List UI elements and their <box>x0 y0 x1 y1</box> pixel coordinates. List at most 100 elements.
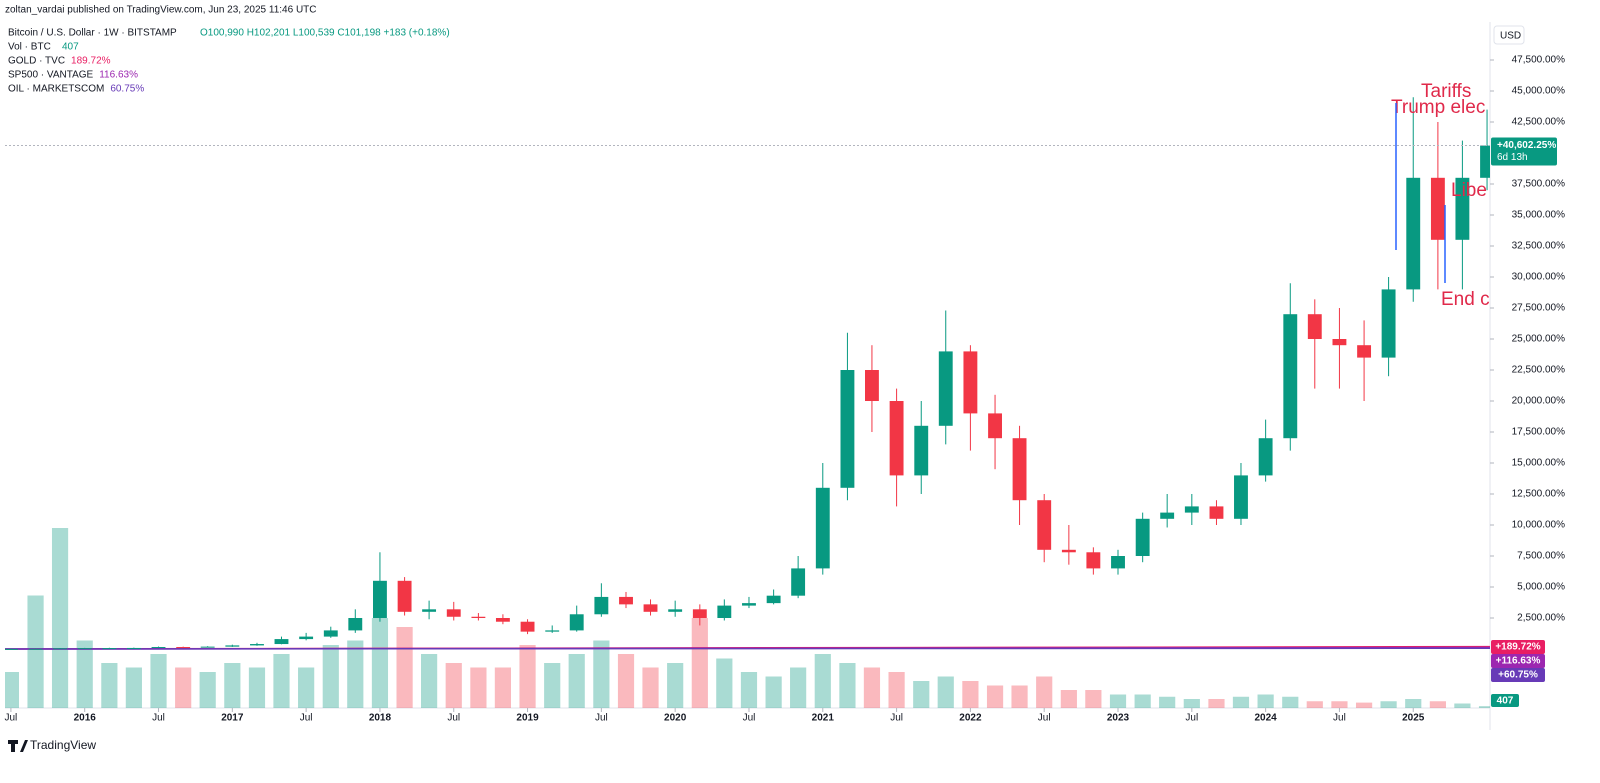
candle-body <box>1283 314 1298 439</box>
candle-body <box>1111 556 1125 569</box>
volume-bar <box>298 667 315 708</box>
x-tick-label: 2025 <box>1402 713 1425 724</box>
candle-body <box>717 605 732 619</box>
volume-bar <box>248 667 266 708</box>
y-tick-label: 5,000.00% <box>1517 582 1565 593</box>
volume-bar <box>273 654 290 708</box>
volume-bar <box>790 667 807 708</box>
volume-bar <box>617 654 635 708</box>
volume-bar <box>716 658 733 708</box>
y-tick-label: 12,500.00% <box>1512 489 1565 500</box>
volume-bar <box>642 667 659 708</box>
x-tick-label: 2022 <box>959 713 982 724</box>
x-tick-label: 2024 <box>1255 713 1278 724</box>
volume-bar <box>1208 699 1225 708</box>
candle-body <box>643 604 658 612</box>
currency-box[interactable] <box>1493 25 1525 45</box>
volume-bar <box>494 667 511 708</box>
y-tick-label: 10,000.00% <box>1512 520 1565 531</box>
compare-line <box>5 647 1490 650</box>
x-tick-label: 2018 <box>369 713 392 724</box>
x-tick-label: Jul <box>595 713 608 724</box>
volume-bar <box>667 663 684 708</box>
x-tick-label: Jul <box>300 713 313 724</box>
header: zoltan_vardai published on TradingView.c… <box>5 5 317 16</box>
candle-body <box>840 370 855 488</box>
volume-bar <box>1183 699 1200 708</box>
candle-body <box>299 636 314 640</box>
candle-body <box>151 647 166 649</box>
volume-bar <box>5 672 19 708</box>
candle-body <box>471 616 486 619</box>
volume-bar <box>150 654 167 708</box>
volume-bar <box>888 672 905 708</box>
volume-bar <box>1109 694 1127 708</box>
volume-bar <box>27 595 44 708</box>
volume-bar <box>1159 696 1176 708</box>
candle-body <box>176 647 191 649</box>
annotation: Trump elec <box>1391 97 1485 118</box>
volume-bar <box>544 663 561 708</box>
candle-body <box>77 648 92 650</box>
volume-bar <box>1282 696 1299 708</box>
volume-bar <box>347 640 364 708</box>
volume-bar <box>839 663 856 708</box>
volume-bar <box>986 685 1004 708</box>
candle-body <box>373 580 387 619</box>
volume-bar <box>1429 701 1446 708</box>
volume-bar <box>224 663 241 708</box>
x-tick-label: 2023 <box>1107 713 1130 724</box>
x-tick-label: 2019 <box>516 713 539 724</box>
y-tick-label: 37,500.00% <box>1512 179 1565 190</box>
volume-bar <box>1257 694 1274 708</box>
volume-bar <box>1134 694 1151 708</box>
volume-bar <box>1232 696 1250 708</box>
volume-bar <box>421 654 438 708</box>
y-tick-label: 17,500.00% <box>1512 427 1565 438</box>
volume-bar <box>740 672 758 708</box>
compare-price-label: +60.75% <box>1498 670 1538 681</box>
legend-compare: SP500 · VANTAGE <box>8 70 94 81</box>
candle-body <box>495 618 510 622</box>
y-tick-label: 45,000.00% <box>1512 86 1565 97</box>
candle-body <box>938 351 953 426</box>
y-tick-label: 20,000.00% <box>1512 396 1565 407</box>
candle-body <box>28 648 43 650</box>
volume-bar <box>445 663 462 708</box>
y-tick-label: 22,500.00% <box>1512 365 1565 376</box>
candle-body <box>1160 512 1175 519</box>
candle-body <box>520 621 535 632</box>
y-tick-label: 42,500.00% <box>1512 117 1565 128</box>
candle-body <box>1037 500 1052 550</box>
candle-body <box>668 609 683 612</box>
legend-compare-value: 116.63% <box>99 70 138 81</box>
legend-compare-value: 189.72% <box>71 56 111 67</box>
x-tick-label: Jul <box>1185 713 1198 724</box>
candle-body <box>422 609 437 612</box>
compare-price-box <box>1491 640 1545 654</box>
candle-body <box>1184 506 1199 513</box>
x-tick-label: 2017 <box>221 713 244 724</box>
candle-body <box>1381 289 1396 358</box>
volume-bar <box>199 672 216 708</box>
x-tick-label: Jul <box>5 713 18 724</box>
volume-bar <box>1405 699 1422 708</box>
currency[interactable]: USD <box>1500 31 1521 42</box>
volume-bar <box>814 654 831 708</box>
x-tick-label: 2021 <box>812 713 835 724</box>
volume-bar <box>519 645 536 708</box>
candle-body <box>1135 518 1150 557</box>
annotation: Tariffs <box>1421 81 1471 102</box>
candle-body <box>963 351 978 414</box>
legend-volume: Vol · BTC <box>8 42 51 53</box>
candle-body <box>1480 145 1490 178</box>
volume-bar <box>1085 690 1102 708</box>
y-tick-label: 2,500.00% <box>1517 613 1565 624</box>
candle-body <box>766 595 781 604</box>
volume-bar <box>1331 701 1348 708</box>
volume-bar <box>1306 701 1323 708</box>
legend-volume-value: 407 <box>62 42 79 53</box>
legend-compare-value: 60.75% <box>110 84 144 95</box>
